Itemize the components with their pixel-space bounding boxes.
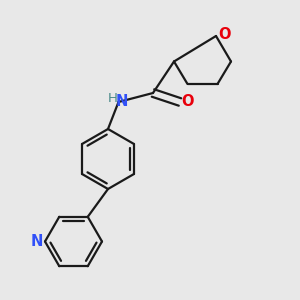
Text: O: O [182,94,194,110]
Text: O: O [218,27,231,42]
Text: N: N [116,94,128,109]
Text: H: H [108,92,117,106]
Text: N: N [30,234,43,249]
